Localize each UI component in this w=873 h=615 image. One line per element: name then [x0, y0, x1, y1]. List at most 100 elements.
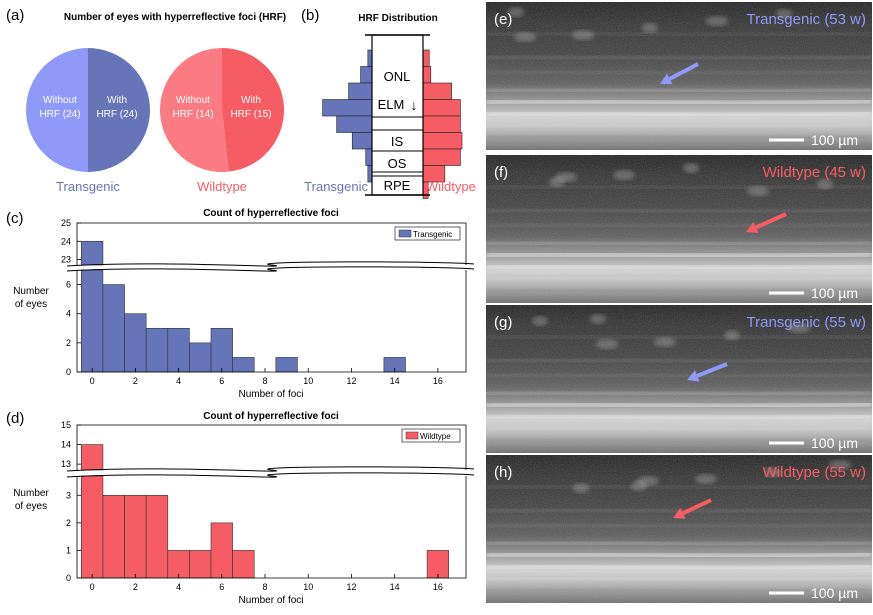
histogram-bar — [232, 550, 255, 579]
y-tick-label: 6 — [66, 280, 71, 290]
oct-image-panels: (e) Transgenic (53 w) 100 µm (f) Wildtype (4… — [486, 2, 872, 603]
legend-label: Transgenic — [413, 230, 452, 239]
x-tick-label: 2 — [133, 582, 138, 592]
panel-a-pie-charts: (a) Number of eyes with hyperreflective … — [6, 7, 286, 194]
x-tick-label: 0 — [90, 376, 95, 386]
pie-sublabel-transgenic-without: HRF (24) — [39, 109, 80, 120]
y-tick-label-upper: 24 — [61, 236, 71, 246]
histogram-ylabel-wildtype-1: Number — [13, 488, 49, 499]
pie-title: Number of eyes with hyperreflective foci… — [64, 12, 286, 23]
pie-label-wildtype-without: Without — [176, 95, 210, 106]
histogram-bar-lower — [81, 475, 104, 579]
pie-wildtype: Without HRF (14) With HRF (15) Wildtype — [159, 48, 284, 194]
x-tick-label: 8 — [263, 582, 268, 592]
panel-label-h: (h) — [494, 464, 512, 481]
pie-transgenic: Without HRF (24) With HRF (24) Transgeni… — [26, 48, 150, 194]
distribution-title: HRF Distribution — [358, 13, 437, 24]
pie-group-wildtype: Wildtype — [197, 179, 247, 194]
layer-os: OS — [388, 156, 407, 171]
legend-swatch — [405, 431, 419, 440]
x-tick-label: 14 — [390, 582, 400, 592]
oct-noise — [486, 455, 872, 603]
oct-noise — [486, 305, 872, 453]
pie-group-transgenic: Transgenic — [56, 179, 120, 194]
x-tick-label: 16 — [433, 582, 443, 592]
distribution-bars-wildtype — [422, 49, 463, 199]
pie-label-transgenic-with: With — [107, 95, 127, 106]
distribution-bar-wildtype — [422, 49, 430, 67]
pie-label-wildtype-with: With — [241, 95, 261, 106]
histogram-bar — [232, 357, 255, 373]
y-tick-label: 2 — [66, 338, 71, 348]
panel-label-c: (c) — [6, 210, 24, 227]
histogram-title-wildtype: Count of hyperreflective foci — [203, 411, 339, 422]
layer-is: IS — [391, 134, 404, 149]
histogram-title-transgenic: Count of hyperreflective foci — [203, 208, 339, 219]
distribution-bar-wildtype — [422, 148, 461, 166]
hrf-arrow-icon — [660, 73, 673, 85]
panel-label-e: (e) — [494, 11, 512, 28]
histogram-ylabel-wildtype-2: of eyes — [15, 501, 47, 512]
histogram-bar — [275, 357, 298, 373]
y-tick-label-upper: 15 — [61, 420, 71, 430]
distribution-bar-transgenic — [351, 132, 373, 150]
histogram-bar-upper — [81, 240, 104, 266]
scale-bar-label: 100 µm — [811, 585, 858, 601]
x-tick-label: 4 — [176, 582, 181, 592]
hrf-arrow-icon — [673, 507, 686, 519]
y-tick-label: 2 — [66, 518, 71, 528]
x-tick-label: 8 — [263, 376, 268, 386]
oct-caption: Transgenic (53 w) — [747, 11, 867, 28]
histogram-ylabel-transgenic-2: of eyes — [15, 299, 47, 310]
hrf-arrow-shaft — [682, 498, 712, 516]
hrf-arrow-icon — [746, 222, 759, 233]
histogram-bar — [189, 550, 212, 579]
x-tick-label: 10 — [303, 376, 313, 386]
hrf-arrow-shaft — [755, 212, 787, 230]
histogram-bar-upper — [81, 444, 104, 471]
x-tick-label: 16 — [433, 376, 443, 386]
y-tick-label-upper: 13 — [61, 459, 71, 469]
axes-frame-lower — [76, 270, 467, 373]
hrf-arrow-shaft — [668, 62, 699, 81]
y-tick-label-upper: 14 — [61, 440, 71, 450]
legend-swatch — [398, 229, 412, 238]
y-tick-label: 0 — [66, 367, 71, 377]
axes-upper — [77, 425, 466, 470]
oct-caption: Wildtype (55 w) — [763, 464, 866, 481]
distribution-label-transgenic: Transgenic — [304, 179, 368, 194]
axis-break-line-upper — [66, 466, 475, 472]
pie-label-transgenic-without: Without — [43, 95, 77, 106]
histogram-legend: Wildtype — [401, 428, 461, 443]
pie-sublabel-wildtype-without: HRF (14) — [172, 109, 213, 120]
legend-label: Wildtype — [420, 432, 451, 441]
histogram-bar — [167, 327, 190, 373]
histogram-ylabel-transgenic-1: Number — [13, 286, 49, 297]
y-tick-label: 4 — [66, 309, 71, 319]
pie-slice-wildtype-without — [222, 48, 284, 172]
histogram-bar — [426, 550, 450, 579]
pie-slice-wildtype-with — [159, 48, 229, 172]
pie-slice-transgenic-with — [26, 48, 88, 172]
panel-label-b: (b) — [301, 7, 319, 24]
histogram-bar — [210, 327, 233, 373]
panel-label-d: (d) — [6, 410, 24, 427]
distribution-bar-transgenic — [367, 165, 373, 183]
y-tick-label: 0 — [66, 573, 71, 583]
x-tick-label: 2 — [133, 376, 138, 386]
distribution-bar-wildtype — [422, 132, 463, 150]
histogram-bar-lower — [81, 269, 104, 373]
layer-elm: ELM — [378, 97, 405, 112]
x-tick-label: 12 — [346, 582, 356, 592]
distribution-bar-transgenic — [367, 49, 373, 67]
x-tick-label: 6 — [219, 582, 224, 592]
axis-break-line-lower — [66, 266, 475, 272]
layer-box — [371, 34, 424, 196]
panel-label-g: (g) — [494, 314, 512, 331]
histogram-bar — [124, 494, 147, 579]
distribution-label-wildtype: Wildtype — [426, 179, 476, 194]
axes-frame-upper — [76, 222, 467, 265]
